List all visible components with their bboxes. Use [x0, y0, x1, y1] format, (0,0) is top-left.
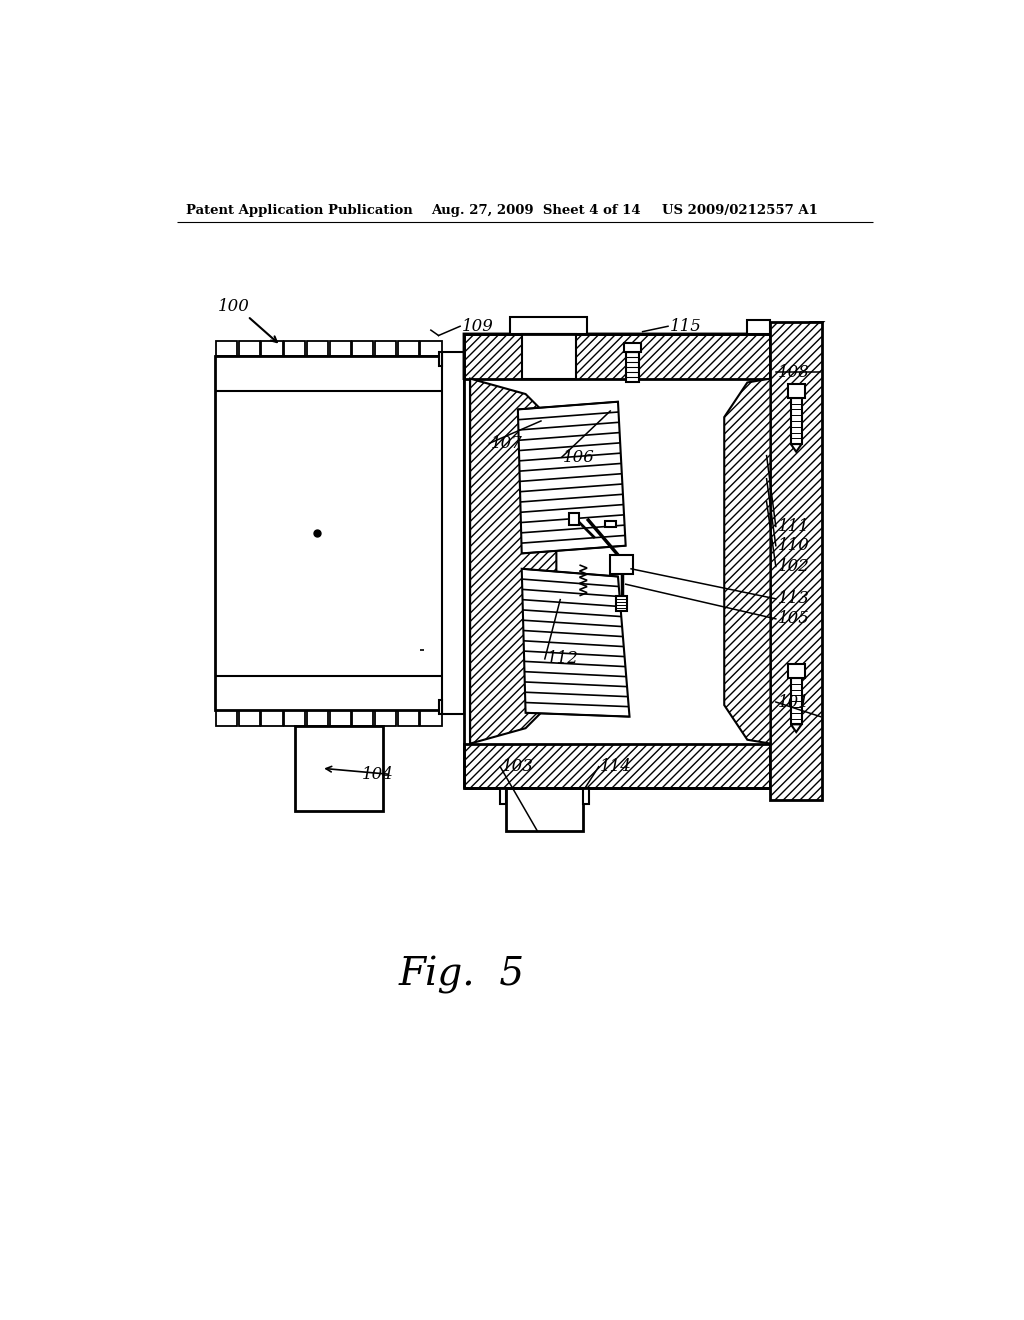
Bar: [216, 341, 238, 356]
Bar: [748, 321, 770, 334]
Text: US 2009/0212557 A1: US 2009/0212557 A1: [662, 205, 818, 218]
Bar: [521, 334, 575, 379]
Text: 107: 107: [490, 434, 523, 451]
Text: Patent Application Publication: Patent Application Publication: [186, 205, 413, 218]
Bar: [285, 341, 305, 356]
Bar: [239, 710, 260, 726]
Text: Aug. 27, 2009  Sheet 4 of 14: Aug. 27, 2009 Sheet 4 of 14: [431, 205, 640, 218]
Bar: [330, 710, 351, 726]
Bar: [787, 384, 805, 397]
Bar: [285, 710, 305, 726]
Bar: [397, 710, 419, 726]
Polygon shape: [724, 379, 770, 743]
Text: 108: 108: [777, 364, 809, 381]
Polygon shape: [518, 401, 626, 553]
Text: 115: 115: [670, 318, 701, 335]
Polygon shape: [791, 444, 802, 451]
Bar: [216, 710, 238, 726]
Bar: [438, 701, 442, 714]
Text: 111: 111: [777, 517, 809, 535]
Bar: [330, 341, 351, 356]
Bar: [584, 788, 590, 804]
Bar: [421, 710, 441, 726]
Bar: [510, 317, 587, 334]
Text: 113: 113: [777, 590, 809, 607]
Bar: [352, 341, 374, 356]
Bar: [605, 521, 615, 527]
Text: 109: 109: [462, 318, 494, 335]
Polygon shape: [470, 379, 556, 743]
Bar: [375, 710, 396, 726]
Bar: [215, 356, 442, 710]
Bar: [569, 512, 579, 525]
Bar: [787, 664, 805, 678]
Polygon shape: [521, 569, 630, 717]
Bar: [397, 341, 419, 356]
Text: 103: 103: [502, 758, 534, 775]
Text: 104: 104: [361, 766, 393, 783]
Bar: [261, 710, 283, 726]
Bar: [307, 341, 328, 356]
Bar: [375, 341, 396, 356]
Text: 112: 112: [547, 651, 579, 668]
Text: 110: 110: [777, 537, 809, 554]
Bar: [352, 710, 374, 726]
Bar: [791, 397, 802, 444]
Bar: [442, 352, 464, 714]
Bar: [261, 341, 283, 356]
Text: 102: 102: [777, 558, 809, 576]
Text: 101: 101: [777, 693, 809, 710]
Bar: [421, 341, 441, 356]
Bar: [239, 341, 260, 356]
Polygon shape: [791, 725, 802, 733]
Bar: [500, 788, 506, 804]
Bar: [506, 788, 584, 830]
Bar: [626, 352, 639, 381]
Bar: [616, 595, 628, 611]
Bar: [791, 678, 802, 725]
Bar: [464, 334, 770, 379]
Bar: [770, 322, 822, 800]
Bar: [624, 343, 641, 352]
Text: 105: 105: [777, 610, 809, 627]
Text: Fig.  5: Fig. 5: [398, 956, 524, 994]
Text: 100: 100: [217, 298, 250, 314]
Text: 106: 106: [563, 449, 595, 466]
Bar: [307, 710, 328, 726]
Bar: [610, 554, 634, 574]
Polygon shape: [464, 322, 822, 379]
Bar: [438, 352, 442, 367]
Bar: [464, 743, 770, 788]
Bar: [295, 726, 383, 810]
Text: 114: 114: [600, 758, 632, 775]
